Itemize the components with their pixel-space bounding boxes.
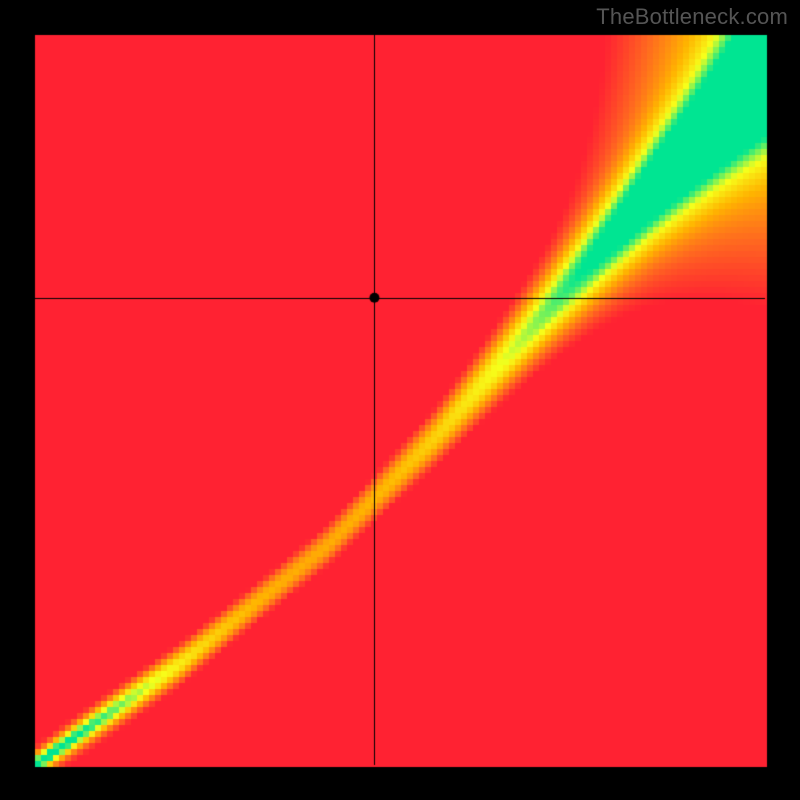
heatmap-canvas xyxy=(0,0,800,800)
watermark-text: TheBottleneck.com xyxy=(596,4,788,30)
chart-container: TheBottleneck.com xyxy=(0,0,800,800)
